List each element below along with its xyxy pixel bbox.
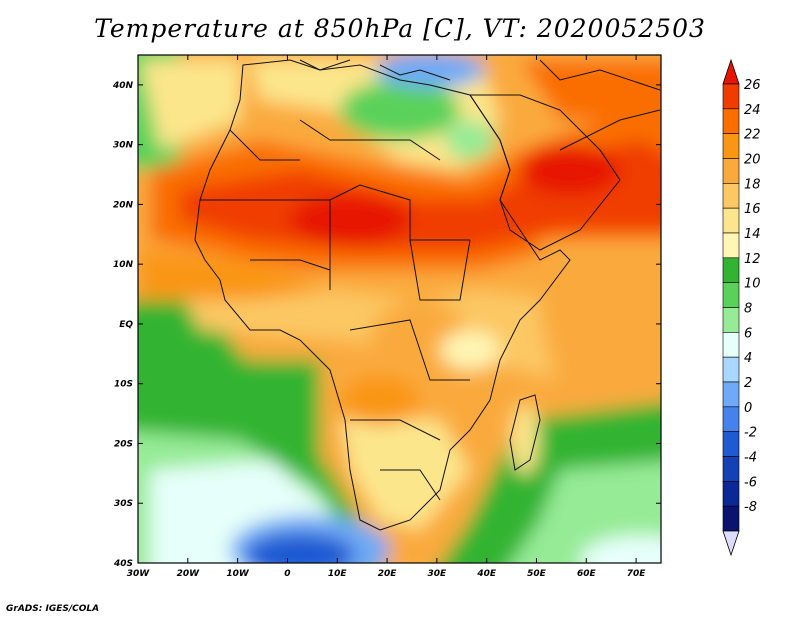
- lat-tick-label: 20N: [113, 200, 134, 210]
- temperature-field: [138, 55, 661, 563]
- lat-tick-label: 40S: [113, 559, 133, 569]
- lon-tick-label: 50E: [527, 569, 547, 579]
- colorbar-swatch: [722, 456, 740, 482]
- map-title: Temperature at 850hPa [C], VT: 202005250…: [94, 14, 706, 43]
- colorbar-swatch: [722, 481, 740, 507]
- colorbar-swatch: [722, 83, 740, 110]
- lat-tick-label: 30S: [114, 499, 133, 509]
- colorbar-level-label: 12: [744, 252, 761, 267]
- lon-tick-label: 40E: [476, 569, 497, 579]
- colorbar-level-label: 24: [744, 103, 761, 118]
- colorbar-level-label: 20: [744, 153, 761, 168]
- colorbar-swatch: [722, 232, 740, 259]
- colorbar-level-label: 14: [744, 227, 761, 242]
- colorbar-level-label: 0: [744, 401, 752, 416]
- colorbar-level-label: 26: [744, 78, 761, 93]
- colorbar-level-label: 22: [744, 128, 761, 143]
- colorbar-swatch: [722, 282, 740, 308]
- lat-tick-label: EQ: [119, 320, 133, 330]
- colorbar-level-label: -8: [744, 500, 757, 515]
- lon-tick-label: 70E: [627, 569, 647, 579]
- credit-label: GrADS: IGES/COLA: [6, 604, 100, 614]
- lon-tick-label: 10W: [226, 569, 250, 579]
- colorbar-level-label: 4: [744, 351, 752, 366]
- colorbar-level-label: -6: [744, 475, 757, 490]
- lon-tick-label: 0: [284, 569, 290, 579]
- colorbar-bottom-arrow: [722, 530, 740, 557]
- colorbar-level-label: 8: [744, 302, 752, 317]
- colorbar-swatch: [722, 332, 740, 358]
- lon-tick-label: 30E: [428, 569, 448, 579]
- colorbar-swatch: [722, 257, 740, 283]
- colorbar-level-label: 10: [744, 277, 761, 292]
- lat-tick-label: 40N: [112, 81, 134, 91]
- colorbar-swatch: [722, 381, 740, 408]
- lat-tick-label: 20S: [114, 439, 133, 449]
- lat-tick-label: 10N: [113, 260, 134, 270]
- colorbar-swatch: [722, 307, 740, 333]
- colorbar-level-label: -2: [744, 426, 757, 441]
- colorbar-level-label: -4: [744, 451, 757, 466]
- colorbar-swatch: [722, 108, 740, 134]
- colorbar-level-label: 16: [744, 202, 761, 217]
- colorbar-swatch: [722, 207, 740, 234]
- colorbar-swatch: [722, 356, 740, 383]
- lat-tick-label: 10S: [114, 380, 133, 390]
- colorbar-level-label: 6: [744, 326, 752, 341]
- lon-tick-label: 60E: [577, 569, 597, 579]
- colorbar-swatch: [722, 158, 740, 184]
- colorbar-swatch: [722, 406, 740, 432]
- colorbar-swatch: [722, 183, 740, 209]
- map-frame: [137, 54, 662, 564]
- lat-tick-label: 30N: [113, 141, 134, 151]
- colorbar-level-label: 2: [744, 376, 752, 391]
- lon-tick-label: 10E: [328, 569, 348, 579]
- colorbar-top-arrow: [722, 58, 740, 85]
- colorbar-swatch: [722, 133, 740, 159]
- colorbar-swatch: [722, 431, 740, 457]
- lon-tick-label: 20W: [177, 569, 201, 579]
- lon-tick-label: 20E: [378, 569, 398, 579]
- colorbar-swatch: [722, 505, 740, 532]
- colorbar-level-label: 18: [744, 177, 761, 192]
- coastlines: [194, 59, 661, 531]
- lon-tick-label: 30W: [127, 569, 151, 579]
